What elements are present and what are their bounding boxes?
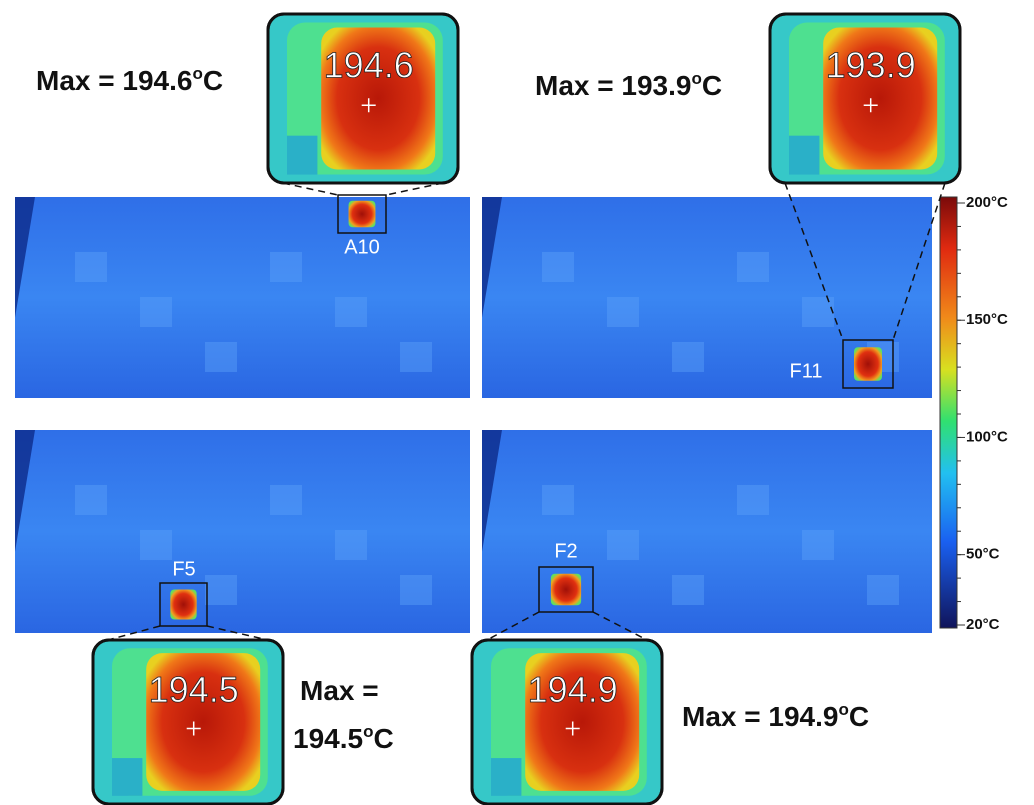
colorbar-label: 20°C bbox=[966, 616, 1000, 633]
max-degree: o bbox=[192, 64, 202, 83]
plate-cell bbox=[867, 575, 899, 605]
plate-cell bbox=[335, 530, 367, 560]
plate-cell bbox=[607, 530, 639, 560]
max-label: Max = 193.9oC bbox=[535, 69, 722, 101]
plate-cell bbox=[75, 252, 107, 282]
colorbar bbox=[940, 197, 957, 628]
hotspot-label: A10 bbox=[344, 236, 380, 258]
max-degree: o bbox=[691, 69, 701, 88]
plate-cell bbox=[205, 342, 237, 372]
max-unit: C bbox=[849, 701, 869, 732]
colorbar-label: 150°C bbox=[966, 311, 1008, 328]
plate-cell bbox=[335, 297, 367, 327]
plate-cell bbox=[140, 297, 172, 327]
max-text: Max = bbox=[300, 675, 379, 706]
plate-cell bbox=[542, 485, 574, 515]
max-text: Max = 194.9 bbox=[682, 701, 838, 732]
hotspot bbox=[551, 574, 581, 606]
inset-value: 194.5 bbox=[149, 669, 239, 710]
colorbar-label: 200°C bbox=[966, 194, 1008, 211]
max-unit: C bbox=[203, 65, 223, 96]
max-label: Max = bbox=[300, 675, 379, 706]
plate-cell bbox=[672, 342, 704, 372]
max-text: 194.5 bbox=[293, 723, 363, 754]
max-unit: C bbox=[702, 70, 722, 101]
plate-cell bbox=[400, 342, 432, 372]
max-label: Max = 194.6oC bbox=[36, 64, 223, 96]
hotspot-label: F5 bbox=[172, 558, 195, 580]
inset-cool bbox=[112, 758, 142, 796]
colorbar-label: 50°C bbox=[966, 546, 1000, 563]
plate-cell bbox=[542, 252, 574, 282]
inset-value: 194.9 bbox=[528, 669, 618, 710]
plate-cell bbox=[737, 485, 769, 515]
max-degree: o bbox=[363, 722, 373, 741]
max-text: Max = 193.9 bbox=[535, 70, 691, 101]
figure: A10194.6Max = 194.6oCF11193.9Max = 193.9… bbox=[0, 0, 1034, 805]
plate-cell bbox=[802, 530, 834, 560]
inset-cool bbox=[287, 136, 317, 175]
hotspot-label: F11 bbox=[790, 360, 823, 382]
thermal-plate bbox=[482, 430, 932, 633]
plate-cell bbox=[400, 575, 432, 605]
leader-line bbox=[386, 183, 443, 195]
inset-cool bbox=[789, 136, 819, 175]
hotspot-label: F2 bbox=[554, 540, 577, 562]
plate-cell bbox=[672, 575, 704, 605]
plate-cell bbox=[270, 252, 302, 282]
max-unit: C bbox=[373, 723, 393, 754]
max-label: 194.5oC bbox=[293, 722, 394, 754]
leader-line bbox=[283, 183, 338, 195]
plate-cell bbox=[737, 252, 769, 282]
max-label: Max = 194.9oC bbox=[682, 700, 869, 732]
plate-cell bbox=[607, 297, 639, 327]
plate-cell bbox=[75, 485, 107, 515]
inset-value: 194.6 bbox=[324, 45, 414, 86]
hotspot bbox=[170, 589, 196, 619]
max-text: Max = 194.6 bbox=[36, 65, 192, 96]
plate-cell bbox=[205, 575, 237, 605]
plate-cell bbox=[140, 530, 172, 560]
plate-cell bbox=[270, 485, 302, 515]
max-degree: o bbox=[838, 700, 848, 719]
inset-value: 193.9 bbox=[826, 45, 916, 86]
colorbar-label: 100°C bbox=[966, 428, 1008, 445]
inset-cool bbox=[491, 758, 521, 796]
hotspot bbox=[349, 201, 376, 228]
hotspot bbox=[854, 347, 882, 381]
